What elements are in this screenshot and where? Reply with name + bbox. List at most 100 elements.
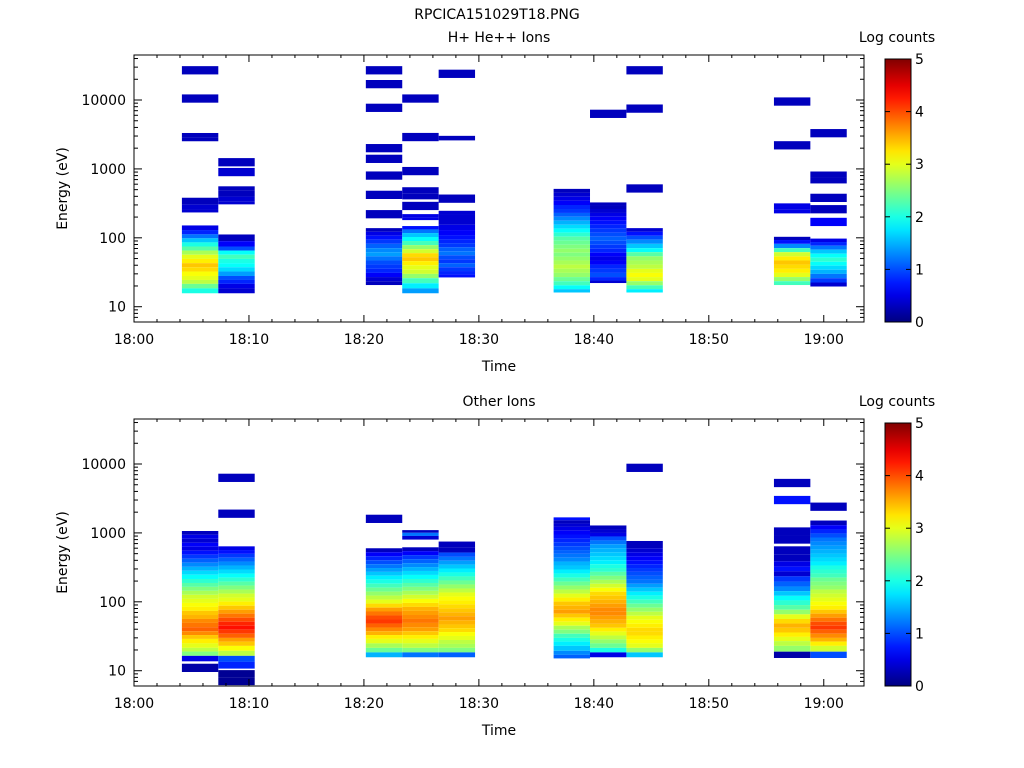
spectrogram-cell (590, 603, 627, 608)
spectrogram-cell (773, 260, 811, 265)
spectrogram-cell (365, 603, 403, 608)
spectrogram-cell (402, 257, 439, 262)
spectrogram-cell (218, 550, 255, 554)
spectrogram-cell (553, 569, 591, 574)
colorbar-gradient (884, 58, 912, 323)
spectrogram-cell (218, 509, 255, 518)
spectrogram-cell (590, 220, 627, 225)
spectrogram-cell (218, 585, 255, 590)
spectrogram-cell (365, 154, 403, 163)
spectrogram-cell (438, 616, 476, 621)
spectrogram-cell (810, 545, 847, 550)
spectrogram-cell (438, 274, 476, 278)
spectrogram-cell (365, 615, 403, 620)
spectrogram-cell (402, 610, 439, 616)
spectrogram-cell (365, 260, 403, 265)
spectrogram-cell (438, 541, 476, 548)
spectrogram-cell (181, 550, 219, 555)
spectrogram-cell (438, 572, 476, 577)
spectrogram-cell (553, 224, 591, 229)
y-tick-label: 10 (108, 664, 126, 680)
spectrogram-cell (181, 538, 219, 543)
spectrogram-cell (365, 560, 403, 565)
spectrogram-cell (773, 618, 811, 624)
spectrogram-cell (590, 611, 627, 616)
spectrogram-cell (810, 205, 847, 214)
x-tick-label: 18:20 (344, 696, 384, 712)
spectrogram-cell (438, 580, 476, 585)
spectrogram-cell (438, 135, 476, 139)
spectrogram-cell (402, 594, 439, 599)
spectrogram-cell (365, 272, 403, 278)
spectrogram-cell (218, 553, 255, 558)
spectrogram-cell (626, 268, 663, 273)
spectrogram-cell (553, 621, 591, 626)
y-tick-label: 1000 (90, 526, 126, 542)
spectrogram-cell (773, 651, 811, 658)
spectrogram-cell (218, 275, 255, 280)
spectrogram-cells (181, 66, 847, 294)
spectrogram-cell (402, 559, 439, 564)
spectrogram-cell (553, 542, 591, 547)
spectrogram-cell (181, 635, 219, 639)
spectrogram-cell (553, 281, 591, 286)
spectrogram-cell (402, 643, 439, 648)
spectrogram-cell (590, 583, 627, 588)
spectrogram-cell (553, 577, 591, 582)
spectrogram-cell (810, 502, 847, 511)
spectrogram-cell (365, 243, 403, 249)
spectrogram-cell (218, 546, 255, 551)
spectrogram-cell (365, 548, 403, 553)
panel-title: H+ He++ Ions (448, 30, 551, 46)
spectrogram-cell (438, 210, 476, 215)
spectrogram-cell (810, 601, 847, 606)
spectrogram-cell (773, 256, 811, 261)
spectrogram-cell (553, 236, 591, 241)
colorbar: Log counts 0 1 2 3 4 5 (859, 394, 935, 695)
spectrogram-cell (402, 622, 439, 628)
spectrogram-cell (773, 609, 811, 615)
spectrogram-cell (438, 239, 476, 244)
spectrogram-cell (438, 219, 476, 225)
spectrogram-cell (181, 275, 219, 280)
spectrogram-cell (626, 272, 663, 278)
spectrogram-cell (218, 581, 255, 586)
colorbar-tick-label: 3 (915, 521, 924, 537)
spectrogram-cell (218, 473, 255, 482)
spectrogram-cell (181, 570, 219, 575)
spectrogram-cell (626, 239, 663, 244)
spectrogram-cell (553, 289, 591, 293)
spectrogram-cell (773, 627, 811, 633)
spectrogram-cell (810, 217, 847, 227)
spectrogram-cell (402, 590, 439, 595)
spectrogram-cell (365, 268, 403, 273)
spectrogram-cell (773, 595, 811, 601)
spectrogram-cell (626, 552, 663, 557)
spectrogram-cell (810, 553, 847, 558)
spectrogram-cell (773, 97, 811, 106)
spectrogram-cell (626, 243, 663, 249)
spectrogram-cell (626, 619, 663, 624)
spectrogram-cell (438, 604, 476, 609)
spectrogram-cell (181, 590, 219, 595)
spectrogram-cell (181, 197, 219, 205)
spectrogram-cell (553, 205, 591, 209)
spectrogram-cell (181, 647, 219, 652)
spectrogram-cell (810, 261, 847, 266)
spectrogram-cell (553, 212, 591, 217)
spectrogram-cell (626, 184, 663, 193)
spectrogram-cell (590, 272, 627, 278)
spectrogram-cell (590, 205, 627, 209)
spectrogram-cell (553, 530, 591, 535)
spectrogram-cell (590, 643, 627, 648)
spectrogram-cell (402, 547, 439, 552)
spectrogram-cell (365, 587, 403, 592)
spectrogram-cell (438, 639, 476, 644)
spectrogram-cell (590, 525, 627, 530)
spectrogram-cell (181, 66, 219, 75)
spectrogram-cell (218, 158, 255, 167)
spectrogram-cell (438, 271, 476, 275)
spectrogram-cell (365, 552, 403, 557)
spectrogram-cell (810, 253, 847, 258)
spectrogram-cell (181, 546, 219, 551)
